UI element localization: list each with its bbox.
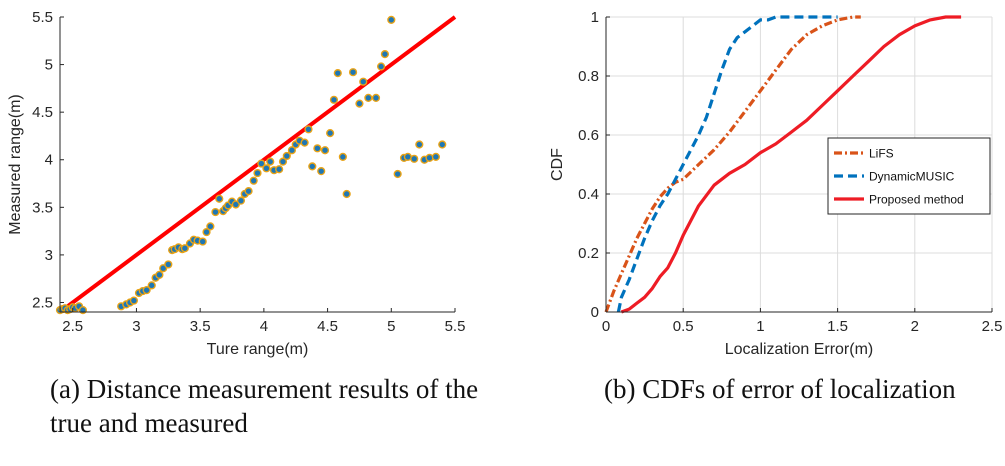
series-line xyxy=(604,15,861,313)
data-point xyxy=(425,153,434,162)
y-tick-label: 3 xyxy=(45,247,53,264)
data-point xyxy=(300,138,309,147)
data-point xyxy=(215,194,224,203)
y-tick-label: 5 xyxy=(45,57,53,74)
data-point xyxy=(415,140,424,149)
y-tick-label: 4.5 xyxy=(32,104,53,121)
chart-b-cdf: 0 0.5 1 1.5 2 2.5 0 0.2 0.4 0.6 0.8 1 Localization E… xyxy=(549,9,1003,358)
data-point xyxy=(431,152,440,161)
data-point xyxy=(142,286,151,295)
y-tick-label: 3.5 xyxy=(32,199,53,216)
x-tick-label: 4.5 xyxy=(317,318,338,335)
x-tick-label: 1.5 xyxy=(827,318,848,335)
x-tick-label: 3.5 xyxy=(190,318,211,335)
caption-a: (a) Distance measurement results of the … xyxy=(50,374,479,438)
data-point xyxy=(342,189,351,199)
data-point xyxy=(304,125,313,134)
x-tick-label: 5.5 xyxy=(445,318,466,335)
data-point xyxy=(202,227,211,237)
x-tick-label: 4 xyxy=(260,318,268,335)
y-axis-label: Measured range(m) xyxy=(7,94,24,235)
x-tick-label: 2 xyxy=(911,318,919,335)
data-point xyxy=(180,244,189,253)
x-tick-label: 2.5 xyxy=(982,318,1003,335)
legend-label: DynamicMUSIC xyxy=(869,170,955,184)
series-line xyxy=(620,15,962,314)
data-point xyxy=(364,93,373,102)
x-axis-label: Ture range(m) xyxy=(207,341,309,358)
data-point xyxy=(329,95,339,104)
data-point xyxy=(410,154,419,163)
data-point xyxy=(376,62,386,71)
data-point xyxy=(282,151,291,161)
caption-b: (b) CDFs of error of localization xyxy=(604,374,956,404)
data-point xyxy=(333,69,342,78)
y-tick-label: 5.5 xyxy=(32,9,53,26)
data-point xyxy=(355,99,364,108)
data-point xyxy=(438,140,447,149)
data-point xyxy=(253,168,262,178)
data-point xyxy=(129,296,139,305)
y-axis-label: CDF xyxy=(549,148,566,181)
data-point xyxy=(164,260,173,269)
x-tick-label: 1 xyxy=(756,318,764,335)
data-point xyxy=(380,50,390,59)
data-point xyxy=(338,152,347,161)
data-point xyxy=(198,237,207,246)
legend-box xyxy=(827,137,991,215)
x-tick-label: 3 xyxy=(132,318,140,335)
legend-label: Proposed method xyxy=(869,193,964,207)
y-tick-label: 0.8 xyxy=(578,68,599,85)
data-point xyxy=(249,176,258,185)
chart-a-distance-scatter: 2.5 3 3.5 4 4.5 5 5.5 2.5 3 3.5 4 4.5 5 5.5 Ture range… xyxy=(7,9,466,358)
data-point xyxy=(313,144,322,153)
data-point xyxy=(326,128,335,138)
data-point xyxy=(211,207,220,217)
data-point xyxy=(236,196,246,205)
data-point xyxy=(155,270,164,279)
y-tick-label: 0.6 xyxy=(578,127,599,144)
y-tick-label: 4 xyxy=(45,152,53,169)
data-point xyxy=(308,162,317,171)
y-tick-label: 1 xyxy=(591,9,599,26)
data-point xyxy=(317,167,326,176)
x-tick-label: 0 xyxy=(602,318,610,335)
series-line xyxy=(616,15,838,313)
data-point xyxy=(348,68,358,77)
y-tick-label: 0.2 xyxy=(578,245,599,262)
y-tick-label: 0.4 xyxy=(578,186,599,203)
legend-label: LiFS xyxy=(869,147,894,161)
data-point xyxy=(387,15,396,24)
x-tick-label: 2.5 xyxy=(62,318,83,335)
data-point xyxy=(371,93,381,102)
y-tick-label: 0 xyxy=(591,304,599,321)
x-axis-label: Localization Error(m) xyxy=(725,341,873,358)
data-point xyxy=(244,187,253,196)
data-point xyxy=(278,157,288,166)
data-point xyxy=(266,157,275,166)
data-point xyxy=(393,169,402,179)
data-point xyxy=(275,165,284,174)
data-point xyxy=(262,164,271,173)
x-tick-label: 5 xyxy=(387,318,395,335)
data-point xyxy=(147,281,156,290)
y-tick-label: 2.5 xyxy=(32,294,53,311)
data-point xyxy=(359,77,368,86)
data-point xyxy=(320,146,330,155)
data-point xyxy=(257,159,266,168)
x-tick-label: 0.5 xyxy=(673,318,694,335)
data-point xyxy=(206,222,215,231)
data-point xyxy=(287,146,297,155)
